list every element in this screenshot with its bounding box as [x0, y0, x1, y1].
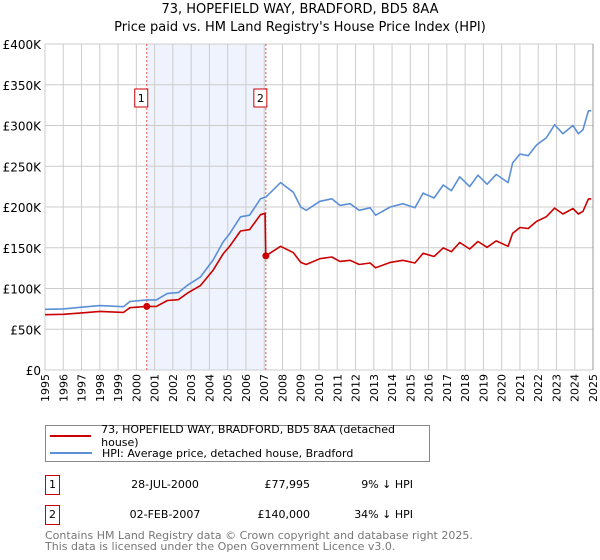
x-tick-label: 2020: [496, 374, 509, 402]
x-tick-label: 2017: [441, 374, 454, 402]
chart-title: 73, HOPEFIELD WAY, BRADFORD, BD5 8AA: [161, 2, 439, 17]
sale-marker-badge: 2: [45, 505, 60, 525]
x-tick-label: 2008: [276, 374, 289, 402]
x-tick-label: 2000: [130, 374, 143, 402]
x-tick-label: 2016: [423, 374, 436, 402]
y-tick-label: £50K: [10, 323, 42, 337]
x-tick-label: 2004: [203, 374, 216, 402]
y-tick-label: £150K: [3, 242, 43, 256]
x-tick-label: 2013: [368, 374, 381, 402]
x-tick-label: 1998: [94, 374, 107, 402]
x-tick-label: 2003: [185, 374, 198, 402]
x-tick-label: 2022: [532, 374, 545, 402]
sale-marker-box: [253, 88, 268, 108]
sale-marker-badge: 1: [45, 475, 60, 495]
sale-price: £77,995: [264, 478, 311, 491]
series-line-hpi: [44, 110, 592, 311]
sale-date: 28-JUL-2000: [131, 478, 199, 491]
sale-marker-label: 1: [138, 92, 145, 105]
y-tick-label: £350K: [3, 79, 43, 93]
x-tick-label: 2012: [350, 374, 363, 402]
y-tick-label: £100K: [3, 283, 43, 297]
x-tick-label: 1999: [112, 374, 125, 402]
x-tick-label: 2005: [222, 374, 235, 402]
y-tick-label: £400K: [3, 38, 43, 52]
sale-point: [143, 302, 151, 310]
x-tick-label: 1996: [57, 374, 70, 402]
sale-hpi-diff: 9% ↓ HPI: [361, 478, 413, 491]
x-tick-label: 2019: [477, 374, 490, 402]
sale-row: 1 28-JUL-2000 £77,995 9% ↓ HPI: [45, 475, 465, 495]
x-tick-label: 1995: [39, 374, 52, 402]
footer-copyright: Contains HM Land Registry data © Crown c…: [45, 529, 473, 542]
sale-marker-box: [134, 88, 149, 108]
x-tick-label: 2023: [550, 374, 563, 402]
price-chart: £0 £50K £100K £150K £200K £250K £300K £350K £400…: [3, 38, 600, 402]
x-tick-label: 2001: [149, 374, 162, 402]
x-tick-label: 2011: [331, 374, 344, 402]
sale-price: £140,000: [257, 508, 311, 521]
y-tick-label: £300K: [3, 120, 43, 134]
sale-date: 02-FEB-2007: [129, 508, 201, 521]
x-tick-label: 2010: [313, 374, 326, 402]
chart-subtitle: Price paid vs. HM Land Registry's House …: [114, 20, 486, 35]
sale-row: 2 02-FEB-2007 £140,000 34% ↓ HPI: [45, 505, 465, 525]
x-tick-label: 1997: [76, 374, 89, 402]
footer: Contains HM Land Registry data © Crown c…: [45, 530, 473, 552]
y-tick-label: £250K: [3, 160, 43, 174]
sale-marker-label: 2: [257, 92, 264, 105]
legend: 73, HOPEFIELD WAY, BRADFORD, BD5 8AA (de…: [45, 423, 430, 462]
legend-label: 73, HOPEFIELD WAY, BRADFORD, BD5 8AA (de…: [101, 423, 395, 449]
x-tick-label: 2014: [386, 374, 399, 402]
legend-swatch-red: [50, 435, 92, 437]
x-tick-label: 2024: [569, 374, 582, 402]
legend-label: HPI: Average price, detached house, Brad…: [102, 446, 354, 460]
series-line-property: [44, 198, 592, 316]
sale-point: [262, 252, 270, 260]
y-tick-label: £0: [26, 364, 41, 378]
x-tick-label: 2006: [240, 374, 253, 402]
legend-item-hpi: HPI: Average price, detached house, Brad…: [46, 445, 353, 461]
sale-hpi-diff: 34% ↓ HPI: [354, 508, 413, 521]
legend-item-property: 73, HOPEFIELD WAY, BRADFORD, BD5 8AA (de…: [46, 423, 429, 449]
x-tick-label: 2002: [167, 374, 180, 402]
x-tick-label: 2021: [514, 374, 527, 402]
x-tick-label: 2015: [404, 374, 417, 402]
x-tick-label: 2018: [459, 374, 472, 402]
x-tick-label: 2009: [295, 374, 308, 402]
x-tick-label: 2007: [258, 374, 271, 402]
legend-swatch-blue: [50, 452, 92, 454]
x-tick-label: 2025: [587, 374, 600, 402]
footer-licence: This data is licensed under the Open Gov…: [45, 540, 396, 553]
y-tick-label: £200K: [3, 201, 43, 215]
